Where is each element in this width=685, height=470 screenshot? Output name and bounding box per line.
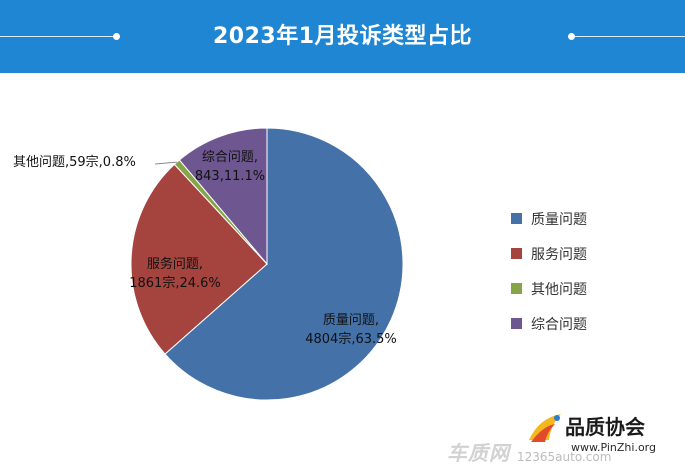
slice-label-1: 质量问题, 4804宗,63.5% bbox=[305, 313, 397, 347]
header-rule-left bbox=[0, 36, 114, 37]
legend-swatch-2 bbox=[511, 248, 522, 259]
legend-label-1: 质量问题 bbox=[531, 212, 587, 228]
leader-line-other bbox=[154, 161, 177, 165]
watermark-brand-url: www.PinZhi.org bbox=[571, 441, 656, 454]
slice-label-2: 服务问题, 1861宗,24.6% bbox=[129, 256, 221, 291]
legend-label-3: 其他问题 bbox=[531, 282, 587, 298]
pie-slice-4 bbox=[178, 127, 268, 266]
watermark-left-mark: 车质网 bbox=[447, 441, 510, 465]
watermark: 车质网 12365auto.com 品质协会 www.PinZhi.org bbox=[447, 408, 677, 466]
legend-label-4: 综合问题 bbox=[531, 317, 587, 333]
slice-label-3: 其他问题,59宗,0.8% bbox=[13, 154, 136, 170]
legend-label-2: 服务问题 bbox=[531, 247, 587, 263]
pie-slice-2 bbox=[130, 163, 268, 355]
brand-logo-icon bbox=[529, 414, 561, 442]
legend-swatch-1 bbox=[511, 213, 522, 224]
watermark-left-url: 12365auto.com bbox=[517, 450, 612, 464]
slice-labels: 质量问题, 4804宗,63.5% 服务问题, 1861宗,24.6% 其他问题,59宗… bbox=[13, 150, 397, 347]
legend-swatch-4 bbox=[511, 318, 522, 329]
chart-title: 2023年1月投诉类型占比 bbox=[212, 24, 473, 49]
pie-slice-1 bbox=[164, 127, 404, 401]
slice-label-4: 综合问题, 843,11.1% bbox=[195, 150, 265, 184]
legend-swatch-3 bbox=[511, 283, 522, 294]
header-dot-left bbox=[113, 33, 120, 40]
pie-slices bbox=[130, 127, 404, 401]
chart-header: 2023年1月投诉类型占比 bbox=[0, 0, 685, 73]
watermark-brand: 品质协会 bbox=[565, 415, 645, 439]
header-rule-right bbox=[571, 36, 685, 37]
